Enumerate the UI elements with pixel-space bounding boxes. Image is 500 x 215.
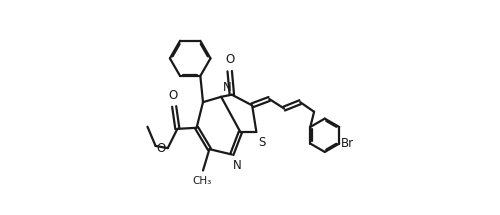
Text: CH₃: CH₃ <box>192 176 212 186</box>
Text: O: O <box>156 142 166 155</box>
Text: N: N <box>233 159 241 172</box>
Text: O: O <box>225 53 234 66</box>
Text: S: S <box>258 136 266 149</box>
Text: N: N <box>223 81 232 94</box>
Text: O: O <box>168 89 177 102</box>
Text: Br: Br <box>342 137 354 150</box>
